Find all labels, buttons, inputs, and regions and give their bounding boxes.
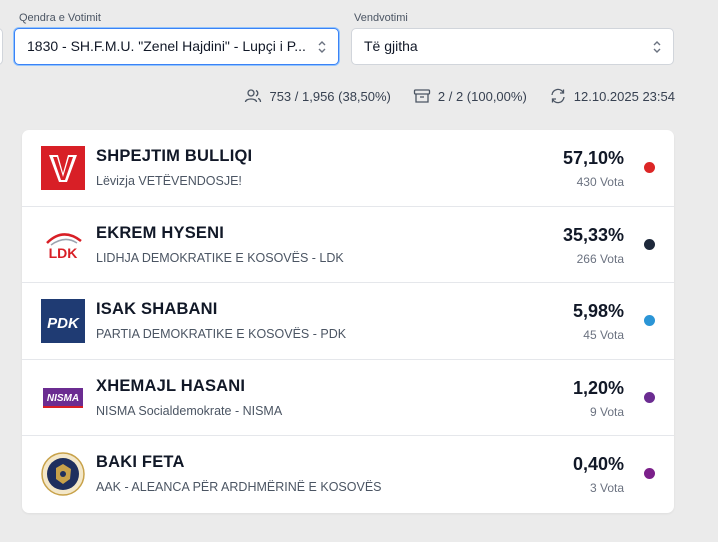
vote-count: 430 Vota	[576, 175, 624, 189]
party-name: PARTIA DEMOKRATIKE E KOSOVËS - PDK	[96, 327, 347, 342]
party-color-dot	[644, 391, 655, 403]
boxes-value: 2 / 2 (100,00%)	[437, 88, 527, 104]
archive-box-icon	[413, 89, 431, 103]
results-card: SHPEJTIM BULLIQI Lëvizja VETËVENDOSJE! 5…	[22, 130, 674, 513]
party-color-dot	[644, 315, 655, 327]
center-label: Qendra e Votimit	[19, 12, 101, 24]
candidate-name: XHEMAJL HASANI	[96, 376, 246, 395]
vetevendosje-logo-icon	[41, 146, 85, 190]
center-select[interactable]: 1830 - SH.F.M.U. "Zenel Hajdini" - Lupçi…	[14, 28, 339, 65]
vote-percent: 1,20%	[572, 377, 624, 398]
station-value: Të gjitha	[364, 38, 418, 54]
station-select[interactable]: Të gjitha	[351, 28, 674, 65]
municipality-select[interactable]	[0, 28, 3, 65]
party-name: NISMA Socialdemokrate - NISMA	[96, 403, 283, 418]
party-name: LIDHJA DEMOKRATIKE E KOSOVËS - LDK	[96, 250, 344, 265]
candidate-name: ISAK SHABANI	[96, 300, 218, 319]
candidate-row[interactable]: LDK EKREM HYSENI LIDHJA DEMOKRATIKE E KO…	[22, 207, 674, 284]
nisma-logo-icon: NISMA	[41, 375, 85, 420]
party-name: AAK - ALEANCA PËR ARDHMËRINË E KOSOVËS	[96, 480, 382, 495]
candidate-name: EKREM HYSENI	[96, 223, 225, 242]
stats-bar: 753 / 1,956 (38,50%) 2 / 2 (100,00%) 12.…	[222, 88, 675, 104]
turnout-value: 753 / 1,956 (38,50%)	[269, 88, 391, 104]
vote-percent: 5,98%	[572, 301, 624, 322]
candidate-name: SHPEJTIM BULLIQI	[96, 147, 253, 165]
pdk-logo-icon: PDK	[41, 299, 85, 344]
party-color-dot	[644, 468, 655, 480]
turnout-stat: 753 / 1,956 (38,50%)	[244, 88, 391, 104]
aak-logo-icon	[41, 452, 85, 497]
refresh-icon	[551, 88, 565, 104]
candidate-name: BAKI FETA	[96, 453, 185, 472]
party-color-dot	[644, 238, 655, 250]
station-label: Vendvotimi	[354, 12, 408, 24]
chevron-updown-icon	[318, 41, 326, 53]
updated-stat: 12.10.2025 23:54	[549, 88, 675, 104]
candidate-row[interactable]: SHPEJTIM BULLIQI Lëvizja VETËVENDOSJE! 5…	[22, 130, 674, 207]
vote-count: 266 Vota	[576, 251, 624, 266]
nisma-logo-text: NISMA	[47, 393, 79, 404]
vote-count: 9 Vota	[589, 404, 624, 419]
candidate-row[interactable]: PDK ISAK SHABANI PARTIA DEMOKRATIKE E KO…	[22, 283, 674, 360]
pdk-logo-text: PDK	[47, 315, 80, 332]
ldk-logo-text: LDK	[49, 245, 78, 261]
vote-count: 45 Vota	[583, 328, 624, 343]
ldk-logo-icon: LDK	[41, 222, 85, 267]
party-name: Lëvizja VETËVENDOSJE!	[96, 174, 242, 188]
party-color-dot	[644, 162, 655, 173]
candidate-row[interactable]: BAKI FETA AAK - ALEANCA PËR ARDHMËRINË E…	[22, 436, 674, 513]
vote-percent: 0,40%	[572, 454, 624, 475]
vote-count: 3 Vota	[589, 481, 624, 496]
vote-percent: 35,33%	[562, 224, 624, 245]
chevron-updown-icon	[653, 41, 661, 53]
vote-percent: 57,10%	[562, 148, 624, 168]
candidate-row[interactable]: NISMA XHEMAJL HASANI NISMA Socialdemokra…	[22, 360, 674, 437]
boxes-stat: 2 / 2 (100,00%)	[413, 88, 527, 104]
users-icon	[245, 89, 262, 103]
updated-value: 12.10.2025 23:54	[573, 88, 675, 104]
center-value: 1830 - SH.F.M.U. "Zenel Hajdini" - Lupçi…	[27, 38, 306, 54]
